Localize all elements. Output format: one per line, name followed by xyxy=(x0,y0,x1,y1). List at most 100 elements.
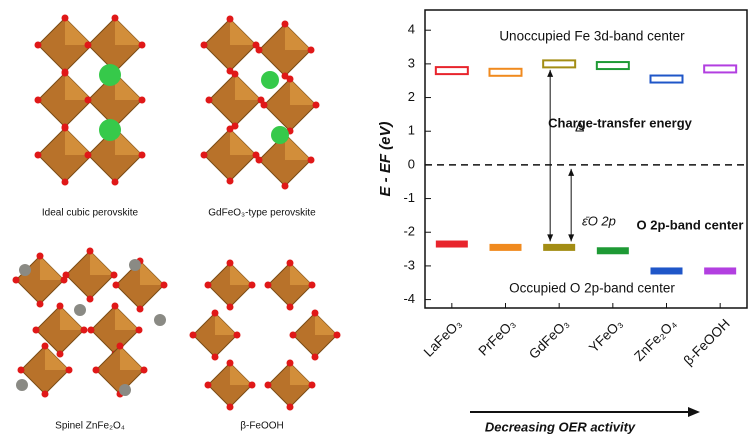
unoccupied-center xyxy=(649,74,684,84)
oxygen xyxy=(36,252,44,260)
y-tick-label: 4 xyxy=(408,22,415,37)
oxygen xyxy=(56,302,64,310)
occupied-center xyxy=(435,240,468,248)
oxygen xyxy=(138,151,146,159)
oxygen xyxy=(12,276,20,284)
annotation: Charge-transfer energy xyxy=(548,115,693,130)
y-tick-label: -1 xyxy=(403,190,415,205)
octahedron-face xyxy=(45,346,69,370)
y-axis-label: E - EF (eV) xyxy=(377,121,394,196)
zn xyxy=(154,314,166,326)
octahedron-face xyxy=(65,18,92,45)
annotation: Δ xyxy=(575,119,584,135)
arrowhead xyxy=(688,407,700,417)
octahedron-face xyxy=(285,24,311,50)
unoccupied-center xyxy=(488,67,523,77)
octahedron-face xyxy=(230,263,252,285)
octahedron-face xyxy=(90,251,114,275)
oxygen xyxy=(34,41,42,49)
oxygen xyxy=(61,178,69,186)
oxygen xyxy=(264,281,272,289)
oxygen xyxy=(205,96,213,104)
oxygen xyxy=(255,156,263,164)
zn xyxy=(16,379,28,391)
oxygen xyxy=(36,300,44,308)
annotation: ε̄O 2p xyxy=(582,213,616,228)
oxygen xyxy=(226,359,234,367)
oxygen xyxy=(248,281,256,289)
x-tick-label: PrFeO₃ xyxy=(476,316,519,359)
oxygen xyxy=(61,14,69,22)
oxygen xyxy=(312,101,320,109)
oxygen xyxy=(135,326,143,334)
oxygen xyxy=(286,259,294,267)
oxygen xyxy=(226,303,234,311)
structure-label: Spinel ZnFe₂O₄ xyxy=(55,421,125,432)
octahedron-face xyxy=(115,128,142,155)
oxygen xyxy=(32,326,40,334)
crystal-illustrations xyxy=(12,14,341,411)
oxygen xyxy=(61,69,69,77)
oxygen xyxy=(286,403,294,411)
oxygen xyxy=(41,342,49,350)
octahedron-face xyxy=(290,263,312,285)
octahedron-face xyxy=(230,19,256,45)
y-tick-label: 1 xyxy=(408,123,415,138)
oxygen xyxy=(86,247,94,255)
oxygen xyxy=(111,178,119,186)
oxygen xyxy=(160,281,168,289)
occupied-center xyxy=(650,267,683,275)
oxygen xyxy=(286,359,294,367)
oxygen xyxy=(281,20,289,28)
oxygen xyxy=(34,151,42,159)
unoccupied-center xyxy=(434,66,469,76)
oxygen xyxy=(86,295,94,303)
octahedron-face xyxy=(140,261,164,285)
oxygen xyxy=(255,46,263,54)
oxygen xyxy=(289,331,297,339)
zn xyxy=(19,264,31,276)
oxygen xyxy=(84,41,92,49)
arrowhead xyxy=(547,69,554,77)
octahedron-face xyxy=(230,129,256,155)
oxygen xyxy=(34,96,42,104)
occupied-center xyxy=(704,267,737,275)
oxygen xyxy=(111,14,119,22)
oxygen xyxy=(226,403,234,411)
oxygen xyxy=(311,353,319,361)
oxygen xyxy=(84,151,92,159)
oxygen xyxy=(260,101,268,109)
oxygen xyxy=(140,366,148,374)
oxygen xyxy=(307,156,315,164)
y-tick-label: -2 xyxy=(403,224,415,239)
annotation: O 2p-band center xyxy=(637,217,744,232)
oxygen xyxy=(41,390,49,398)
x-axis-label: Decreasing OER activity xyxy=(485,419,636,434)
occupied-center xyxy=(543,243,576,251)
oxygen xyxy=(62,271,70,279)
octahedron-face xyxy=(215,313,237,335)
oxygen xyxy=(233,331,241,339)
zn xyxy=(74,304,86,316)
a-site xyxy=(261,71,279,89)
occupied-center xyxy=(489,243,522,251)
arrowhead xyxy=(568,168,575,176)
octahedron-face xyxy=(65,73,92,100)
oxygen xyxy=(80,326,88,334)
a-site xyxy=(271,126,289,144)
oxygen xyxy=(333,331,341,339)
oxygen xyxy=(311,309,319,317)
oxygen xyxy=(87,326,95,334)
oxygen xyxy=(226,15,234,23)
octahedron-face xyxy=(40,256,64,280)
y-tick-label: -3 xyxy=(403,257,415,272)
oxygen xyxy=(204,281,212,289)
oxygen xyxy=(138,96,146,104)
octahedron-face xyxy=(65,128,92,155)
oxygen xyxy=(307,46,315,54)
a-site xyxy=(99,119,121,141)
oxygen xyxy=(111,302,119,310)
oxygen xyxy=(110,271,118,279)
